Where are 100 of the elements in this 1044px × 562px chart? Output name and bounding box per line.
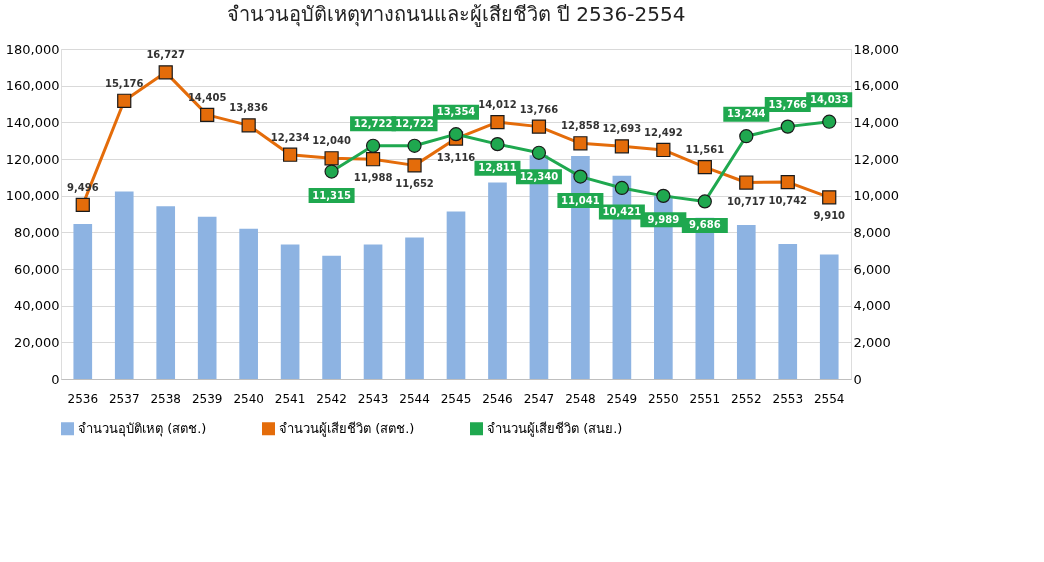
bar [819, 254, 839, 379]
bar [280, 244, 300, 379]
x-tick-label: 2539 [191, 391, 223, 406]
data-label: 9,989 [647, 213, 680, 225]
bar [239, 228, 258, 379]
legend-label: จำนวนผู้เสียชีวิต (สตช.) [279, 420, 415, 437]
bar [114, 191, 134, 379]
bar [322, 255, 341, 379]
x-tick-label: 2540 [233, 391, 264, 406]
data-label: 14,012 [478, 99, 517, 111]
y2-tick-label: 4,000 [853, 298, 891, 314]
data-label: 12,234 [270, 131, 310, 143]
point [117, 93, 132, 108]
y2-tick-label: 0 [853, 371, 862, 387]
bar [446, 211, 466, 379]
y-tick-label: 120,000 [5, 151, 60, 167]
data-label: 13,766 [768, 98, 808, 110]
point [614, 139, 629, 154]
data-label: 11,988 [353, 172, 393, 184]
y2-tick-label: 16,000 [853, 78, 899, 94]
point [780, 174, 795, 190]
point [324, 164, 339, 179]
data-label: 12,811 [478, 162, 517, 174]
x-tick-label: 2545 [440, 391, 472, 406]
bar [736, 225, 756, 379]
point [448, 127, 464, 142]
data-label: 13,116 [436, 151, 476, 163]
point [324, 151, 339, 166]
point [490, 114, 505, 130]
point [365, 138, 381, 153]
data-label: 12,693 [602, 123, 642, 135]
point [531, 145, 547, 160]
bar [488, 182, 507, 379]
point [407, 138, 422, 153]
y2-tick-label: 18,000 [853, 41, 899, 57]
y2-tick-label: 10,000 [853, 188, 899, 204]
bar [405, 237, 424, 379]
x-tick-label: 2552 [731, 391, 762, 406]
y-tick-label: 40,000 [14, 298, 60, 314]
y-tick-label: 160,000 [5, 78, 60, 94]
bar [73, 223, 93, 379]
x-tick-label: 2546 [482, 391, 513, 406]
x-tick-label: 2543 [357, 391, 389, 406]
data-label: 13,766 [519, 103, 559, 115]
x-tick-label: 2550 [648, 391, 679, 406]
point [573, 136, 588, 151]
data-label: 13,354 [436, 106, 476, 118]
x-tick-label: 2547 [523, 391, 555, 406]
point [739, 129, 754, 144]
y-tick-label: 80,000 [14, 224, 60, 240]
point [241, 118, 256, 133]
bar [197, 216, 217, 379]
y-tick-label: 0 [51, 371, 60, 387]
data-label: 11,315 [312, 189, 351, 201]
y-tick-label: 180,000 [5, 41, 60, 57]
point [739, 175, 754, 190]
data-label: 9,686 [689, 219, 721, 231]
data-label: 12,040 [312, 135, 351, 147]
y2-tick-label: 6,000 [853, 261, 891, 277]
x-tick-label: 2549 [606, 391, 638, 406]
point [822, 190, 837, 205]
data-label: 12,492 [644, 126, 683, 138]
y2-tick-label: 2,000 [853, 334, 891, 350]
x-tick-label: 2553 [772, 391, 804, 406]
point [656, 188, 671, 203]
y2-tick-label: 8,000 [853, 224, 891, 240]
data-label: 12,858 [561, 120, 600, 132]
point [822, 114, 837, 129]
point [697, 159, 712, 175]
data-label: 11,652 [395, 178, 434, 190]
point [614, 180, 629, 196]
data-label: 13,244 [726, 108, 766, 120]
x-tick-label: 2541 [274, 391, 306, 406]
data-label: 16,727 [146, 49, 186, 61]
point [573, 169, 588, 184]
point [200, 107, 215, 123]
point [407, 158, 422, 173]
x-tick-label: 2551 [689, 391, 721, 406]
data-label: 11,041 [561, 194, 600, 206]
y2-tick-label: 12,000 [853, 151, 899, 167]
x-tick-label: 2538 [150, 391, 181, 406]
point [780, 119, 795, 134]
data-label: 12,722 [353, 117, 393, 129]
y2-tick-label: 14,000 [853, 114, 899, 130]
data-label: 10,717 [726, 195, 766, 207]
y-tick-label: 140,000 [5, 114, 60, 130]
data-label: 14,033 [809, 93, 849, 105]
point [656, 142, 671, 158]
data-label: 10,742 [768, 195, 808, 207]
x-tick-label: 2548 [565, 391, 596, 406]
data-label: 12,722 [395, 117, 434, 129]
y-tick-label: 100,000 [5, 188, 60, 204]
point [531, 119, 547, 134]
point [158, 65, 173, 80]
x-tick-label: 2544 [399, 391, 430, 406]
data-label: 13,836 [229, 102, 268, 114]
bar [363, 244, 383, 379]
point [365, 152, 381, 167]
point [697, 194, 712, 209]
point [490, 137, 505, 152]
